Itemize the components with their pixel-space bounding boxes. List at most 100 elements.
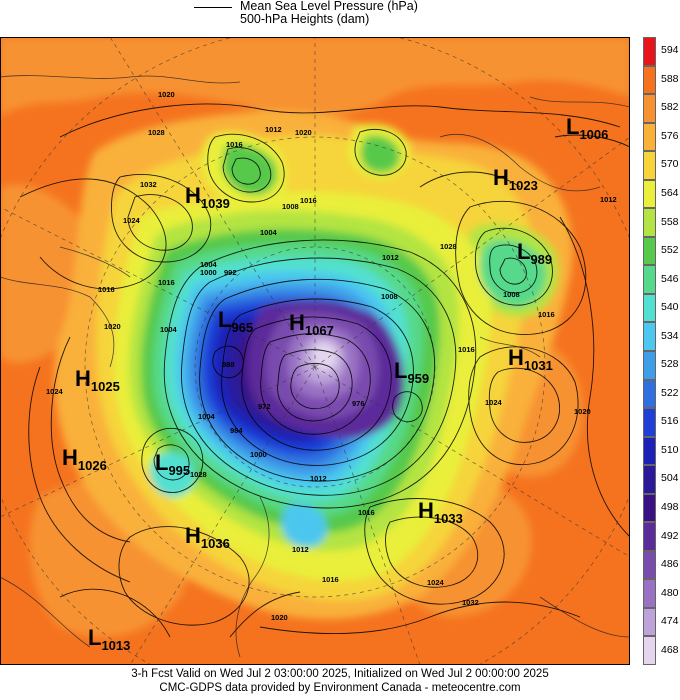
pressure-line-swatch (194, 7, 232, 8)
contour-label: 1024 (427, 578, 445, 587)
colorbar-label: 558 (661, 215, 679, 228)
colorbar-segment (643, 37, 656, 66)
contour-label: 1016 (98, 285, 115, 294)
colorbar-label: 492 (661, 529, 679, 542)
contour-label: 1004 (198, 412, 216, 421)
contour-label: 1024 (485, 398, 503, 407)
contour-label: 1012 (310, 474, 327, 483)
coastlines (0, 75, 630, 658)
latlon-grid (0, 37, 630, 665)
colorbar-segment (643, 408, 656, 437)
weather-map: 1020 1028 1012 1016 1032 1024 1004 1008 … (0, 37, 630, 665)
colorbar-label: 576 (661, 129, 679, 142)
contour-label: 1004 (160, 325, 178, 334)
contour-labels: 1020 1028 1012 1016 1032 1024 1004 1008 … (46, 90, 617, 622)
colorbar-segment (643, 293, 656, 323)
colorbar-label: 540 (661, 301, 679, 314)
contour-label: 1012 (382, 253, 399, 262)
colorbar-label: 474 (661, 615, 679, 628)
contour-label: 1024 (46, 387, 64, 396)
colorbar-segment (643, 636, 656, 665)
colorbar-label: 588 (661, 72, 679, 85)
contour-label: 1016 (358, 508, 375, 517)
map-frame (0, 37, 630, 665)
colorbar-label: 516 (661, 415, 679, 428)
colorbar-label: 546 (661, 272, 679, 285)
colorbar-segment (643, 208, 656, 237)
pressure-center: H1067 (289, 310, 334, 338)
contour-label: 976 (352, 399, 365, 408)
footer: 3-h Fcst Valid on Wed Jul 2 03:00:00 202… (0, 667, 680, 695)
pressure-center: L995 (155, 450, 190, 478)
contour-label: 1008 (282, 202, 299, 211)
colorbar-label: 498 (661, 501, 679, 513)
colorbar-label: 486 (661, 558, 679, 571)
colorbar-segment (643, 379, 656, 409)
colorbar-segment (643, 94, 656, 123)
colorbar-label: 468 (661, 643, 679, 656)
contour-label: 1020 (158, 90, 175, 99)
colorbar-label: 582 (661, 101, 679, 114)
colorbar-segment (643, 265, 656, 294)
contour-label: 984 (230, 426, 243, 435)
contour-label: 1032 (462, 598, 479, 607)
colorbar-segment (643, 122, 656, 152)
colorbar-segment (643, 351, 656, 380)
contour-label: 1020 (271, 613, 288, 622)
pressure-centers: H1039 H1023 L1006 L989 H1031 H1067 L965 … (62, 114, 608, 653)
contour-label: 1020 (574, 407, 591, 416)
pressure-center: H1039 (185, 183, 230, 211)
pressure-center: L965 (218, 307, 253, 335)
contour-label: 1016 (458, 345, 475, 354)
contour-label: 1028 (440, 242, 457, 251)
colorbar-label: 504 (661, 472, 679, 485)
data-credit-text: CMC-GDPS data provided by Environment Ca… (159, 682, 521, 694)
pressure-center: H1023 (493, 165, 538, 193)
legend-header: Mean Sea Level Pressure (hPa) 500-hPa He… (0, 0, 680, 36)
contour-label: 1028 (190, 470, 207, 479)
isobars (19, 103, 630, 638)
contour-label: 972 (258, 402, 271, 411)
contour-label: 1032 (140, 180, 157, 189)
contour-label: 1016 (226, 140, 243, 149)
contour-label: 1008 (503, 290, 520, 299)
colorbar-label: 522 (661, 386, 679, 399)
colorbar-segment (643, 607, 656, 637)
contour-label: 1008 (381, 292, 398, 301)
colorbar-label: 570 (661, 158, 679, 171)
contour-label: 1028 (148, 128, 165, 137)
forecast-valid-text: 3-h Fcst Valid on Wed Jul 2 03:00:00 202… (131, 668, 549, 680)
contour-label: 1004 (260, 228, 278, 237)
colorbar-label: 480 (661, 586, 679, 599)
legend-heights-label: 500-hPa Heights (dam) (240, 12, 370, 26)
contour-label: 1012 (292, 545, 309, 554)
contour-label: 1012 (600, 195, 617, 204)
pressure-center: L989 (517, 239, 552, 267)
colorbar-segment (643, 322, 656, 351)
colorbar-label: 564 (661, 187, 679, 199)
pressure-center: H1025 (75, 366, 120, 394)
colorbar-segment (643, 236, 656, 266)
contour-label: 988 (222, 360, 235, 369)
colorbar-segment (643, 436, 656, 466)
colorbar-label: 552 (661, 244, 679, 257)
contour-label: 1016 (322, 575, 339, 584)
contour-label: 1004 (200, 260, 218, 269)
colorbar-segment (643, 65, 656, 95)
pressure-center: L1006 (566, 114, 608, 142)
legend-pressure-label: Mean Sea Level Pressure (hPa) (240, 0, 418, 13)
colorbar-label: 510 (661, 443, 679, 456)
colorbar-label: 594 (661, 44, 679, 57)
pressure-center: L1013 (88, 625, 130, 653)
contour-label: 1016 (158, 278, 175, 287)
colorbar-label: 528 (661, 358, 679, 371)
colorbar: 594 588 582 576 570 564 558 552 546 540 534 528 522 5… (643, 37, 680, 665)
colorbar-segment (643, 179, 656, 209)
colorbar-segment (643, 151, 656, 180)
contour-label: 1020 (104, 322, 121, 331)
contour-label: 1000 (250, 450, 267, 459)
pressure-center: L959 (394, 358, 429, 386)
pressure-center: H1033 (418, 498, 463, 526)
contour-label: 1012 (265, 125, 282, 134)
colorbar-label: 534 (661, 329, 679, 342)
